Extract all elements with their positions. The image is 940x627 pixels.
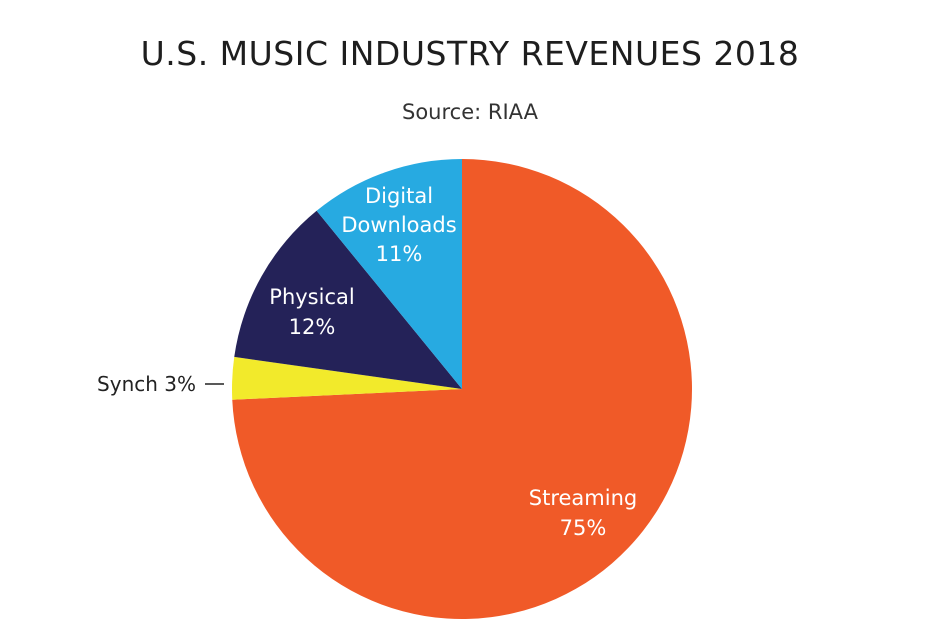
- chart-subtitle: Source: RIAA: [402, 100, 538, 124]
- pie-slices: [231, 159, 692, 620]
- slice-label-synch: Synch 3%: [97, 372, 196, 396]
- slice-label-line: Synch 3%: [97, 372, 196, 396]
- slice-label-line: Digital: [365, 184, 433, 208]
- slice-label-digital-downloads: Digital Downloads 11%: [341, 184, 456, 266]
- slice-label-line: 11%: [376, 242, 423, 266]
- slice-label-line: Downloads: [341, 213, 456, 237]
- pie-labels: Streaming 75% Synch 3% Physical 12% Digital Do…: [97, 184, 637, 540]
- slice-label-line: 75%: [560, 516, 607, 540]
- chart-title: U.S. MUSIC INDUSTRY REVENUES 2018: [140, 34, 800, 73]
- slice-label-line: Physical: [269, 285, 354, 309]
- pie-slice-physical: [234, 210, 462, 389]
- pie-slice-digital-downloads: [316, 159, 462, 389]
- slice-label-line: 12%: [289, 315, 336, 339]
- slice-label-line: Streaming: [529, 486, 637, 510]
- pie-slice-synch: [231, 356, 462, 400]
- pie-slice-streaming: [232, 159, 692, 620]
- slice-label-streaming: Streaming 75%: [529, 486, 637, 540]
- slice-label-physical: Physical 12%: [269, 285, 354, 339]
